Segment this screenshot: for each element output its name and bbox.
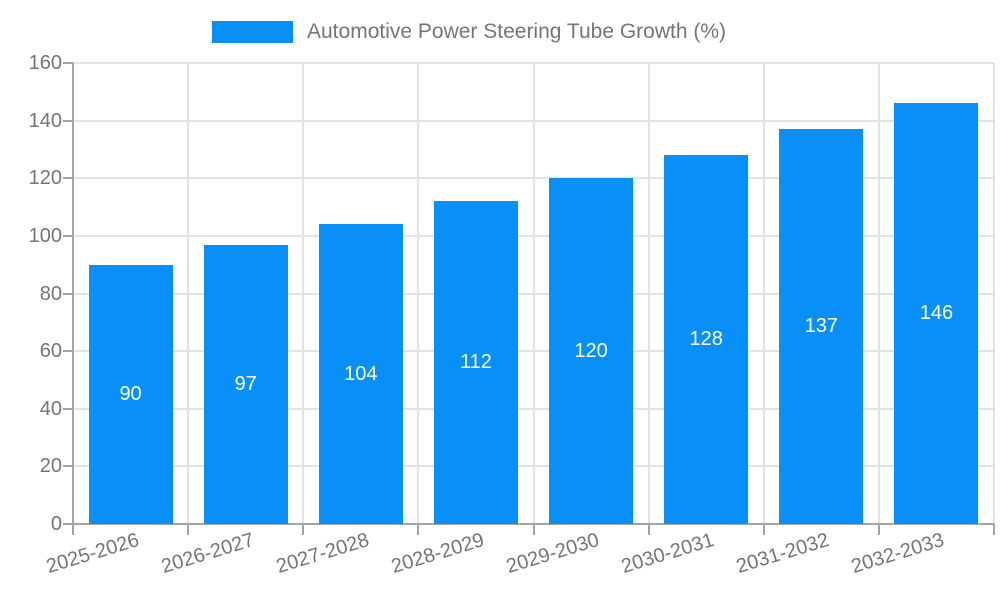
- y-tick: [63, 407, 73, 410]
- x-tick: [72, 524, 74, 535]
- y-tick: [63, 350, 73, 353]
- v-gridline: [417, 63, 420, 524]
- y-tick-label: 160: [28, 52, 62, 74]
- bar-value-label: 128: [689, 328, 723, 351]
- x-tick: [302, 524, 305, 535]
- x-tick: [762, 524, 765, 535]
- y-tick-label: 60: [39, 340, 62, 363]
- y-tick-label: 100: [28, 224, 62, 247]
- x-tick: [647, 524, 650, 535]
- legend-swatch: [212, 21, 293, 43]
- bar: 146: [894, 103, 979, 524]
- bar-value-label: 104: [344, 362, 378, 385]
- y-tick-label: 40: [39, 397, 62, 420]
- x-tick: [993, 524, 995, 535]
- x-tick: [532, 524, 535, 535]
- bar-value-label: 146: [919, 302, 954, 325]
- bar-value-label: 120: [574, 339, 608, 362]
- v-gridline: [993, 63, 995, 524]
- legend-label: Automotive Power Steering Tube Growth (%…: [307, 20, 727, 43]
- bar: 128: [664, 155, 749, 524]
- v-gridline: [877, 63, 880, 524]
- y-tick: [63, 292, 73, 295]
- bar-value-label: 90: [119, 382, 142, 405]
- v-gridline: [302, 63, 305, 524]
- bar-value-label: 137: [804, 315, 838, 338]
- v-gridline: [762, 63, 765, 524]
- bar: 137: [779, 129, 864, 524]
- chart-legend: Automotive Power Steering Tube Growth (%…: [212, 20, 726, 44]
- x-axis-line: [73, 523, 994, 525]
- bar: 90: [88, 264, 173, 524]
- y-tick: [63, 465, 73, 468]
- y-tick-label: 20: [39, 455, 62, 478]
- y-tick: [63, 523, 73, 525]
- x-tick: [187, 524, 190, 535]
- bar-value-label: 97: [234, 372, 257, 395]
- y-tick: [63, 177, 73, 180]
- y-tick-label: 0: [50, 513, 62, 535]
- y-tick-label: 120: [28, 167, 62, 190]
- y-tick: [63, 234, 73, 237]
- y-axis-line: [72, 63, 74, 524]
- x-tick: [877, 524, 880, 535]
- v-gridline: [647, 63, 650, 524]
- y-tick: [63, 62, 73, 64]
- bar: 120: [549, 178, 634, 524]
- v-gridline: [187, 63, 190, 524]
- bar: 97: [203, 244, 288, 524]
- v-gridline: [532, 63, 535, 524]
- x-tick: [417, 524, 420, 535]
- y-tick-label: 80: [39, 282, 62, 305]
- bar: 104: [318, 224, 403, 524]
- y-tick: [63, 119, 73, 122]
- y-tick-label: 140: [28, 109, 62, 132]
- bar-value-label: 112: [459, 351, 492, 374]
- bar: 112: [433, 201, 518, 524]
